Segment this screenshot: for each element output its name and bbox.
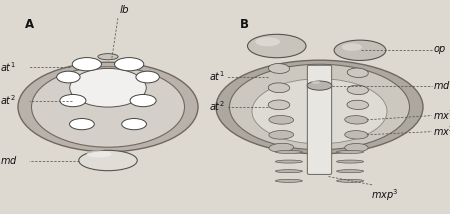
Text: $op$: $op$ xyxy=(433,44,447,56)
Ellipse shape xyxy=(337,170,364,173)
Text: $mx^1$: $mx^1$ xyxy=(433,108,450,122)
Ellipse shape xyxy=(337,160,364,163)
Ellipse shape xyxy=(86,150,112,158)
Ellipse shape xyxy=(347,68,368,77)
Ellipse shape xyxy=(230,64,410,150)
Ellipse shape xyxy=(275,160,302,163)
Ellipse shape xyxy=(269,116,293,124)
Ellipse shape xyxy=(311,81,320,84)
FancyBboxPatch shape xyxy=(307,65,332,174)
Ellipse shape xyxy=(345,131,368,139)
Ellipse shape xyxy=(114,58,144,71)
Text: $at^1$: $at^1$ xyxy=(209,70,225,83)
Ellipse shape xyxy=(69,119,94,130)
Ellipse shape xyxy=(256,37,280,46)
Ellipse shape xyxy=(337,150,364,153)
Ellipse shape xyxy=(252,79,387,144)
Ellipse shape xyxy=(275,150,302,153)
Ellipse shape xyxy=(345,144,368,152)
Text: $at^2$: $at^2$ xyxy=(209,100,225,113)
Text: $at^1$: $at^1$ xyxy=(0,61,16,74)
Text: $mxp^3$: $mxp^3$ xyxy=(371,187,399,203)
Text: $lb$: $lb$ xyxy=(119,3,130,15)
Ellipse shape xyxy=(57,71,80,83)
Text: $mx^2$: $mx^2$ xyxy=(433,124,450,138)
Ellipse shape xyxy=(216,60,423,154)
Ellipse shape xyxy=(268,100,290,110)
Text: A: A xyxy=(25,18,34,31)
Ellipse shape xyxy=(79,150,137,171)
Ellipse shape xyxy=(275,170,302,173)
Ellipse shape xyxy=(70,68,146,107)
Ellipse shape xyxy=(347,100,369,110)
Ellipse shape xyxy=(130,94,156,107)
Ellipse shape xyxy=(122,119,147,130)
Ellipse shape xyxy=(72,58,102,71)
Ellipse shape xyxy=(345,116,368,124)
Ellipse shape xyxy=(268,83,290,93)
Ellipse shape xyxy=(275,179,302,182)
Ellipse shape xyxy=(334,40,386,61)
Ellipse shape xyxy=(307,81,332,90)
Ellipse shape xyxy=(98,54,118,60)
Ellipse shape xyxy=(269,143,293,152)
Ellipse shape xyxy=(18,62,198,152)
Text: $at^2$: $at^2$ xyxy=(0,94,16,107)
Ellipse shape xyxy=(337,179,364,182)
Ellipse shape xyxy=(60,94,86,107)
Ellipse shape xyxy=(269,131,293,139)
Ellipse shape xyxy=(32,67,184,147)
Ellipse shape xyxy=(268,64,290,73)
Text: B: B xyxy=(240,18,249,31)
Ellipse shape xyxy=(136,71,159,83)
Ellipse shape xyxy=(347,85,369,95)
Ellipse shape xyxy=(342,43,362,51)
Text: $md$: $md$ xyxy=(0,155,18,166)
Text: $md$: $md$ xyxy=(433,79,450,91)
Ellipse shape xyxy=(248,34,306,58)
